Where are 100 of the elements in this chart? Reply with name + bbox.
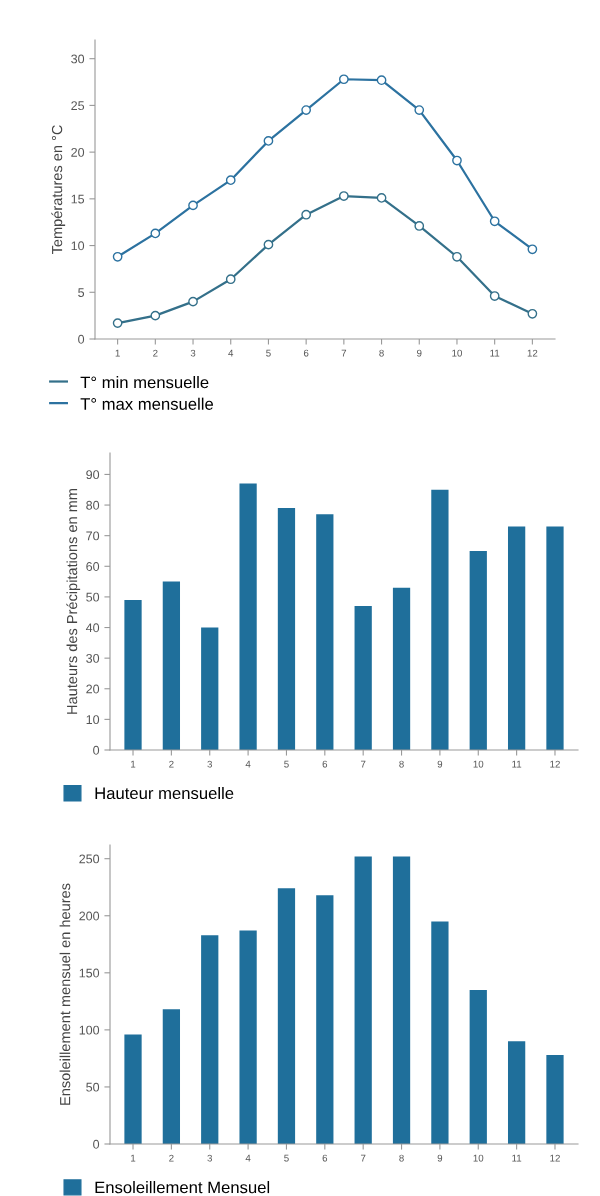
- x-tick-label: 5: [266, 349, 271, 357]
- y-axis-title: Températures en °C: [51, 125, 66, 255]
- point: [414, 105, 425, 115]
- x-tick-label: 2: [169, 760, 174, 768]
- x-tick-label: 5: [284, 760, 289, 768]
- y-tick-label: 40: [85, 623, 100, 633]
- x-tick-label: 10: [473, 1154, 484, 1162]
- x-tick-label: 1: [131, 1154, 136, 1162]
- y-tick-label: 30: [71, 54, 85, 64]
- point: [338, 191, 349, 201]
- point: [150, 228, 161, 239]
- y-tick-label: 250: [79, 854, 100, 864]
- x-tick-label: 10: [452, 349, 462, 357]
- point: [338, 74, 349, 85]
- point: [188, 296, 198, 307]
- y-tick-label: 200: [79, 911, 100, 921]
- y-tick-label: 30: [86, 653, 100, 663]
- x-tick-label: 11: [512, 760, 522, 768]
- x-tick-label: 4: [245, 760, 251, 768]
- bar: [239, 930, 257, 1144]
- point: [376, 75, 387, 86]
- point: [376, 193, 387, 203]
- y-tick-label: 5: [78, 288, 85, 297]
- y-tick-label: 10: [71, 241, 85, 251]
- y-axis-title: Ensoleillement mensuel en heures: [59, 883, 71, 1105]
- x-tick-label: 8: [399, 760, 404, 768]
- x-tick-label: 9: [417, 349, 422, 357]
- point: [225, 274, 236, 285]
- bar: [316, 895, 334, 1144]
- legend-label: T° min mensuelle: [80, 376, 209, 389]
- point: [452, 155, 462, 166]
- y-tick-label: 10: [86, 715, 100, 725]
- x-tick-label: 10: [473, 760, 484, 768]
- bar: [469, 550, 487, 750]
- bar: [124, 599, 142, 750]
- x-tick-label: 1: [131, 760, 136, 768]
- y-tick-label: 50: [86, 592, 100, 602]
- bar: [239, 483, 257, 750]
- y-axis-title: Hauteurs des Précipitations en mm: [66, 488, 81, 714]
- point: [150, 310, 161, 321]
- y-tick-label: 50: [86, 1082, 100, 1092]
- bar: [277, 888, 296, 1144]
- point: [225, 175, 236, 186]
- y-tick-label: 60: [86, 562, 100, 571]
- x-tick-label: 5: [284, 1154, 289, 1162]
- x-tick-label: 11: [512, 1154, 522, 1162]
- point: [527, 308, 538, 319]
- y-tick-label: 150: [79, 968, 100, 978]
- bar: [507, 526, 526, 750]
- bar: [277, 508, 296, 750]
- y-tick-label: 0: [93, 1139, 100, 1149]
- x-tick-label: 12: [550, 760, 560, 768]
- y-tick-label: 25: [71, 101, 85, 111]
- x-tick-label: 4: [228, 349, 234, 357]
- point: [112, 318, 123, 328]
- point: [112, 251, 123, 262]
- x-tick-label: 9: [437, 760, 443, 768]
- x-tick-label: 3: [207, 760, 213, 768]
- point: [452, 251, 462, 262]
- point: [301, 105, 312, 115]
- x-tick-label: 7: [360, 760, 366, 768]
- x-tick-label: 3: [190, 349, 196, 357]
- bar: [162, 581, 181, 750]
- bar: [201, 935, 219, 1144]
- bar: [354, 606, 372, 750]
- point: [489, 216, 500, 227]
- point: [301, 209, 312, 220]
- point: [188, 200, 198, 211]
- point: [527, 244, 538, 255]
- y-tick-label: 80: [86, 500, 100, 510]
- legend-label: T° max mensuelle: [80, 397, 214, 410]
- bar: [392, 587, 411, 750]
- bar: [546, 1054, 564, 1144]
- bar: [431, 489, 449, 750]
- y-tick-label: 15: [71, 194, 85, 204]
- x-tick-label: 1: [115, 349, 120, 357]
- legend-label: Ensoleillement Mensuel: [95, 1181, 270, 1194]
- point: [263, 136, 274, 146]
- x-tick-label: 3: [207, 1154, 213, 1162]
- point: [489, 291, 500, 301]
- x-tick-label: 6: [322, 760, 328, 768]
- bar: [124, 1034, 142, 1144]
- y-tick-label: 90: [86, 470, 100, 480]
- legend-label: Hauteur mensuelle: [95, 786, 234, 800]
- y-tick-label: 20: [71, 147, 85, 157]
- x-tick-label: 2: [169, 1154, 174, 1162]
- bar: [392, 856, 411, 1144]
- x-tick-label: 7: [341, 349, 347, 357]
- bar: [507, 1041, 526, 1144]
- y-tick-label: 70: [86, 531, 100, 541]
- x-tick-label: 2: [153, 349, 158, 357]
- x-tick-label: 7: [360, 1154, 366, 1162]
- bar: [201, 627, 219, 750]
- y-tick-label: 20: [86, 684, 100, 694]
- y-tick-label: 0: [93, 745, 100, 755]
- x-tick-label: 4: [245, 1154, 251, 1162]
- x-tick-label: 9: [437, 1154, 443, 1162]
- x-tick-label: 8: [399, 1154, 404, 1162]
- bar: [162, 1009, 181, 1144]
- x-tick-label: 6: [303, 349, 309, 357]
